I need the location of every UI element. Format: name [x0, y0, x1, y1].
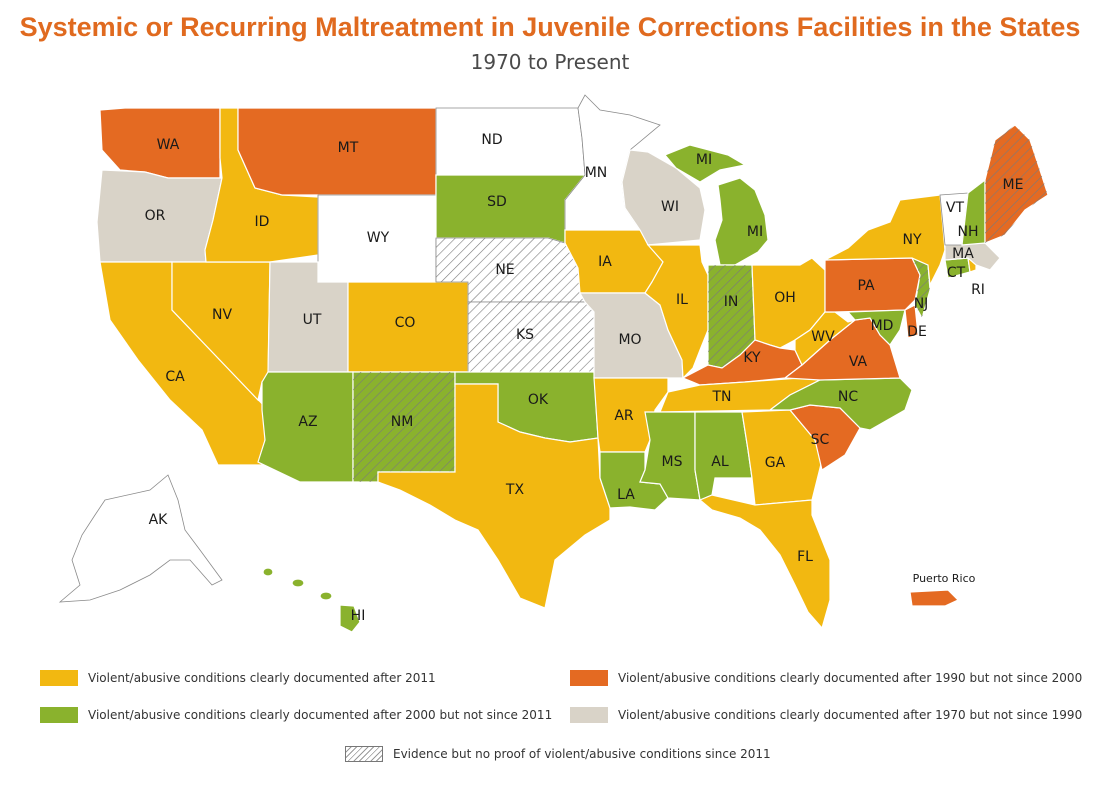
state-IN-hatch [708, 265, 755, 368]
state-TX [377, 383, 611, 609]
label-OR: OR [145, 208, 166, 224]
label-MS: MS [662, 454, 683, 470]
legend-item-after-2000: Violent/abusive conditions clearly docum… [40, 707, 552, 723]
label-MD: MD [871, 318, 894, 334]
label-CO: CO [395, 315, 416, 331]
label-TN: TN [711, 389, 731, 405]
label-TX: TX [505, 482, 525, 498]
label-RI: RI [971, 282, 985, 298]
label-MA: MA [952, 246, 974, 262]
label-DE: DE [907, 324, 927, 340]
state-HI-maui [319, 591, 333, 601]
state-HI [339, 604, 361, 633]
label-AK: AK [149, 512, 169, 528]
legend-swatch-after-2000 [40, 707, 78, 723]
label-NM: NM [391, 414, 414, 430]
state-NY [824, 194, 946, 288]
state-PR [909, 589, 960, 607]
legend-item-after-1990: Violent/abusive conditions clearly docum… [570, 670, 1082, 686]
state-DE [904, 304, 919, 339]
label-FL: FL [797, 549, 813, 565]
label-KY: KY [743, 350, 761, 366]
label-ME: ME [1003, 177, 1024, 193]
state-HI-oahu [291, 578, 305, 588]
legend-swatch-after-1990 [570, 670, 608, 686]
label-VT: VT [946, 200, 965, 216]
label-NJ: NJ [914, 296, 929, 312]
legend-label-after-2011: Violent/abusive conditions clearly docum… [88, 671, 436, 685]
label-SC: SC [811, 432, 830, 448]
legend-item-hatched: Evidence but no proof of violent/abusive… [345, 746, 771, 762]
state-NM-hatch [353, 372, 455, 482]
label-GA: GA [765, 455, 786, 471]
label-CA: CA [165, 369, 185, 385]
legend-item-after-2011: Violent/abusive conditions clearly docum… [40, 670, 436, 686]
state-MI [714, 177, 769, 266]
label-MO: MO [618, 332, 641, 348]
label-WI: WI [661, 199, 679, 215]
state-WV [794, 311, 856, 366]
map-subtitle: 1970 to Present [470, 50, 630, 74]
label-IA: IA [598, 254, 612, 270]
label-OH: OH [774, 290, 796, 306]
legend-label-after-1990: Violent/abusive conditions clearly docum… [618, 671, 1083, 685]
state-MA [944, 242, 1001, 271]
legend-swatch-hatched [345, 746, 383, 762]
legend-swatch-after-1970 [570, 707, 608, 723]
label-VA: VA [849, 354, 868, 370]
legend-item-after-1970: Violent/abusive conditions clearly docum… [570, 707, 1082, 723]
label-MN: MN [585, 165, 608, 181]
state-NC [768, 377, 913, 431]
state-SD [435, 174, 587, 244]
label-AZ: AZ [298, 414, 317, 430]
state-KS-hatch [468, 302, 594, 372]
legend-swatch-after-2011 [40, 670, 78, 686]
state-MI-upper [664, 144, 747, 183]
label-KS: KS [516, 327, 534, 343]
label-IN: IN [724, 294, 739, 310]
label-PA: PA [857, 278, 875, 294]
label-AL: AL [711, 454, 729, 470]
label-NH: NH [958, 224, 979, 240]
legend-label-after-1970: Violent/abusive conditions clearly docum… [618, 708, 1083, 722]
label-MT: MT [338, 140, 359, 156]
label-NY: NY [902, 232, 921, 248]
label-WV: WV [811, 329, 835, 345]
label-MI: MI [747, 224, 763, 240]
label-NC: NC [838, 389, 858, 405]
label-NV: NV [212, 307, 232, 323]
label-NE: NE [495, 262, 514, 278]
label-MI-upper: MI [696, 152, 712, 168]
state-NJ-hatch [912, 258, 930, 318]
state-ME-hatch [985, 125, 1048, 243]
state-NE-hatch [436, 238, 585, 302]
state-FL [698, 494, 831, 630]
state-MD [846, 309, 906, 346]
legend-label-after-2000: Violent/abusive conditions clearly docum… [88, 708, 553, 722]
state-WI [621, 149, 706, 246]
label-HI: HI [351, 608, 366, 624]
label-WY: WY [367, 230, 390, 246]
label-ID: ID [255, 214, 270, 230]
label-LA: LA [617, 487, 635, 503]
legend-label-hatched: Evidence but no proof of violent/abusive… [393, 747, 771, 761]
label-ND: ND [481, 132, 502, 148]
map-title: Systemic or Recurring Maltreatment in Ju… [19, 12, 1081, 42]
state-AK [58, 474, 223, 603]
label-IL: IL [676, 292, 688, 308]
label-OK: OK [528, 392, 549, 408]
state-ND [435, 107, 586, 176]
label-AR: AR [614, 408, 634, 424]
label-CT: CT [947, 265, 966, 281]
label-WA: WA [157, 137, 180, 153]
state-HI-kauai [262, 567, 274, 577]
label-PR: Puerto Rico [913, 572, 976, 585]
us-map: WA OR CA NV ID MT WY UT CO AZ NM ND SD N… [58, 94, 1049, 633]
label-UT: UT [303, 312, 322, 328]
label-SD: SD [487, 194, 507, 210]
